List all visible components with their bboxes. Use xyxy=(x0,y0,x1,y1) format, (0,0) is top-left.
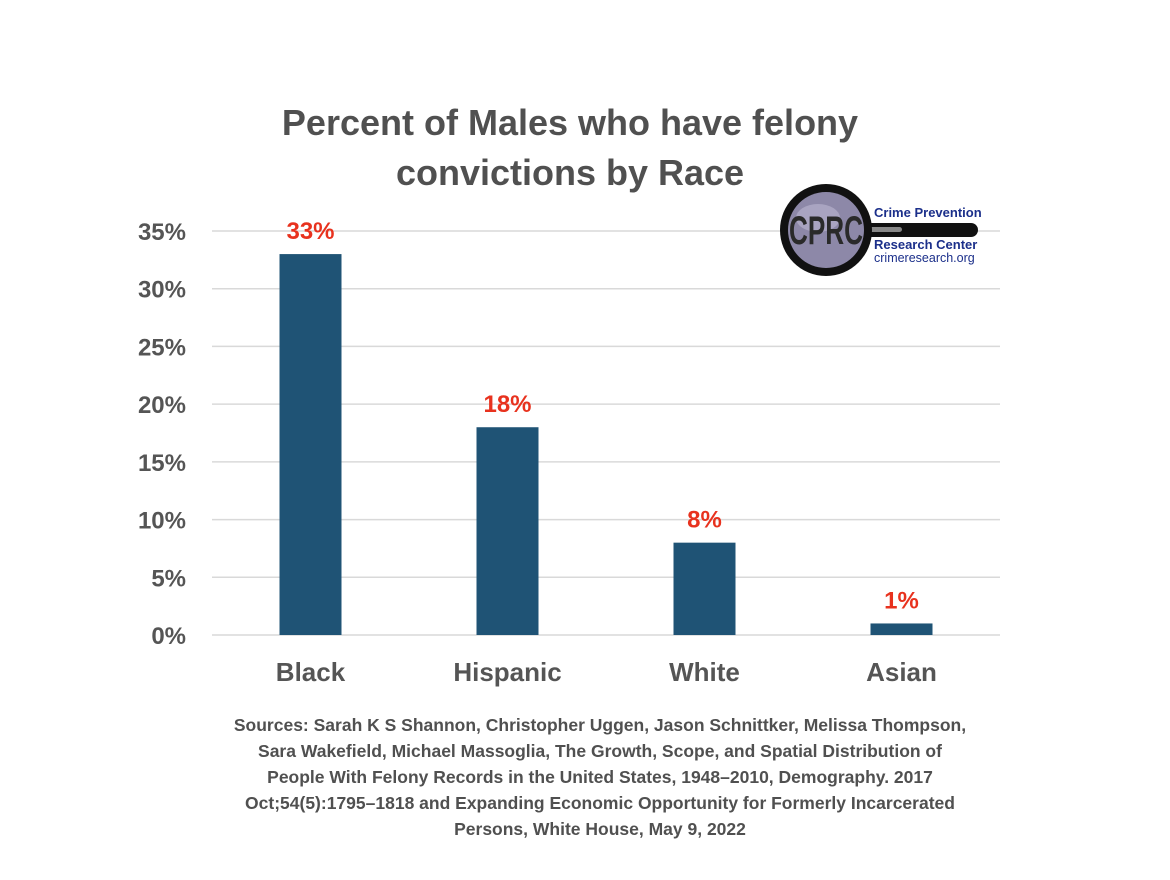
y-tick-label: 5% xyxy=(151,565,186,592)
y-tick-label: 0% xyxy=(151,623,186,650)
y-axis-ticks: 0% 5% 10% 15% 20% 25% 30% 35% xyxy=(138,219,186,650)
bar xyxy=(279,254,342,636)
data-label: 1% xyxy=(884,587,919,614)
x-tick-label: Asian xyxy=(866,657,937,687)
x-axis-ticks: Black Hispanic White Asian xyxy=(276,657,937,687)
y-tick-label: 15% xyxy=(138,450,186,477)
y-tick-label: 30% xyxy=(138,277,186,304)
sources-note: Sources: Sarah K S Shannon, Christopher … xyxy=(233,715,967,839)
y-tick-label: 10% xyxy=(138,508,186,535)
y-tick-label: 20% xyxy=(138,392,186,419)
logo-text-line2: Research Center xyxy=(874,237,978,252)
y-tick-label: 25% xyxy=(138,334,186,361)
bar xyxy=(476,427,539,635)
logo-website: crimeresearch.org xyxy=(874,251,975,265)
logo-monogram: CPRC xyxy=(789,209,863,253)
bar xyxy=(673,542,736,635)
magnifying-glass-icon: CPRC xyxy=(780,184,978,276)
bar xyxy=(870,623,933,635)
data-label: 18% xyxy=(483,391,531,418)
x-tick-label: Hispanic xyxy=(453,657,561,687)
cprc-logo: CPRC Crime Prevention Research Center cr… xyxy=(778,180,998,280)
data-labels: 33% 18% 8% 1% xyxy=(286,218,918,614)
y-tick-label: 35% xyxy=(138,219,186,246)
bars xyxy=(279,254,933,636)
chart-title: Percent of Males who have felony convict… xyxy=(281,102,859,193)
x-tick-label: White xyxy=(669,657,740,687)
x-tick-label: Black xyxy=(276,657,346,687)
data-label: 8% xyxy=(687,507,722,534)
bar-chart: 0% 5% 10% 15% 20% 25% 30% 35% 33% 18% 8% 1% Black H… xyxy=(138,218,1000,687)
data-label: 33% xyxy=(286,218,334,245)
logo-text-line1: Crime Prevention xyxy=(874,205,982,220)
